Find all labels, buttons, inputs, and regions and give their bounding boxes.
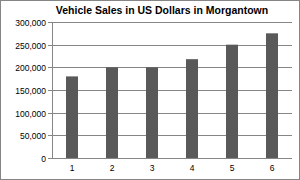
bar [66, 76, 78, 158]
y-tick [48, 135, 52, 136]
grid-line [52, 113, 292, 114]
x-axis: 1 2 3 4 5 6 [70, 163, 275, 173]
chart-svg: Vehicle Sales in US Dollars in Morgantow… [0, 0, 300, 180]
bar [186, 59, 198, 158]
y-axis-line [52, 22, 53, 158]
grid-line [52, 158, 292, 159]
y-tick-label: 300,000 [15, 18, 46, 28]
grid [52, 23, 292, 159]
bar [106, 67, 118, 158]
x-tick-label: 5 [230, 163, 235, 173]
x-tick-label: 2 [110, 163, 115, 173]
y-axis: 0 50,000 100,000 150,000 200,000 250,000 300,0… [15, 18, 52, 164]
grid-line [52, 22, 292, 23]
chart-container: Vehicle Sales in US Dollars in Morgantow… [0, 0, 300, 180]
x-tick-label: 1 [70, 163, 75, 173]
chart-title: Vehicle Sales in US Dollars in Morgantow… [56, 4, 268, 16]
grid-line [52, 90, 292, 91]
y-tick-label: 0 [41, 154, 46, 164]
y-tick [48, 22, 52, 23]
x-tick-label: 3 [150, 163, 155, 173]
y-tick-label: 200,000 [15, 63, 46, 73]
y-tick-label: 250,000 [15, 41, 46, 51]
y-tick [48, 45, 52, 46]
y-tick-label: 50,000 [20, 131, 46, 141]
grid-line [52, 67, 292, 68]
x-axis-line [52, 158, 292, 159]
bar [146, 67, 158, 158]
x-tick-label: 6 [270, 163, 275, 173]
grid-line [52, 45, 292, 46]
bar [226, 45, 238, 158]
chart-border [1, 1, 300, 180]
y-tick [48, 67, 52, 68]
x-tick-label: 4 [190, 163, 195, 173]
y-tick [48, 90, 52, 91]
y-tick-label: 150,000 [15, 86, 46, 96]
y-tick [48, 158, 52, 159]
grid-line [52, 135, 292, 136]
y-tick [48, 113, 52, 114]
y-tick-label: 100,000 [15, 109, 46, 119]
bars [66, 33, 278, 158]
bar [266, 33, 278, 158]
